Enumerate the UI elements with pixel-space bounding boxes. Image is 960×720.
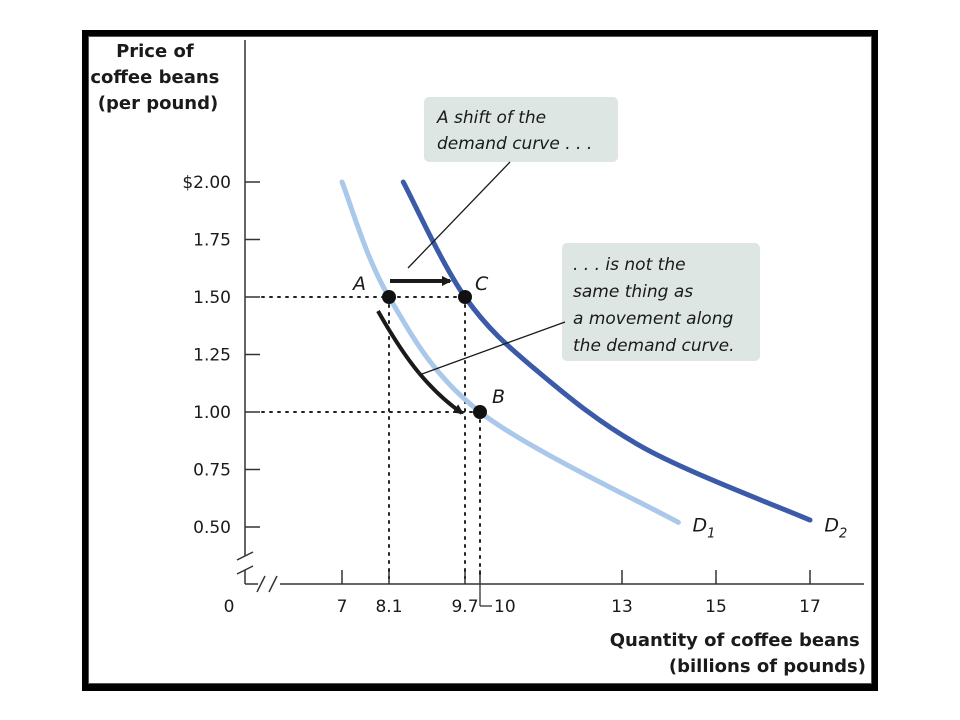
x-tick-label: 13: [611, 597, 633, 617]
curve-label-main: D: [693, 515, 708, 537]
y-tick-label: 1.50: [193, 288, 231, 308]
x-tick-label: 15: [705, 597, 727, 617]
callout-movement-line-3: a movement along: [573, 309, 733, 329]
x-tick-label: 17: [799, 597, 821, 617]
movement-arrow: [376, 310, 421, 375]
point-label-c: C: [475, 273, 489, 295]
callout-movement-box: [562, 243, 760, 361]
curve-label-subscript: 1: [707, 527, 715, 542]
point-b: [473, 405, 487, 419]
point-label-a: A: [351, 273, 366, 295]
demand-curve-d2: [400, 179, 813, 523]
y-axis-title-line-1: Price of: [116, 41, 194, 62]
origin-label: 0: [224, 597, 235, 617]
callout-shift-text: A shift of the demand curve . . .: [436, 108, 592, 154]
curve-label-main: D: [824, 515, 839, 537]
x-tick-label: 9.7: [451, 597, 478, 617]
callout-shift-line-2: demand curve . . .: [437, 134, 592, 154]
demand-curve-d1: [339, 179, 681, 525]
callout-shift-box: [424, 97, 618, 162]
callout-shift: A shift of the demand curve . . .: [407, 97, 618, 269]
x-axis-title: Quantity of coffee beans (billions of po…: [610, 630, 866, 677]
callout-shift-line-1: A shift of the: [436, 108, 546, 128]
point-a: [382, 290, 396, 304]
equilibrium-points: A C B: [351, 273, 505, 419]
y-tick-label: 0.50: [193, 518, 231, 538]
demand-curves: [339, 179, 813, 525]
y-axis-title-line-3: (per pound): [98, 93, 218, 114]
point-c: [458, 290, 472, 304]
y-axis-title: Price of coffee beans (per pound): [90, 41, 225, 114]
x-tick-label: 10: [494, 597, 516, 617]
x-tick-label: 8.1: [375, 597, 402, 617]
curve-label-d2: D2: [824, 515, 847, 542]
callout-movement-text: . . . is not the same thing as a movemen…: [573, 255, 739, 356]
curve-label-d1: D1: [693, 515, 716, 542]
callout-movement-line-1: . . . is not the: [573, 255, 686, 275]
y-axis-title-line-2: coffee beans: [90, 67, 219, 88]
y-tick-label: 1.00: [193, 403, 231, 423]
curve-label-subscript: 2: [839, 527, 847, 542]
x-axis-break: [256, 575, 278, 593]
point-label-b: B: [492, 386, 505, 408]
callout-movement-line-4: the demand curve.: [573, 336, 735, 356]
y-tick-label: 1.75: [193, 231, 231, 251]
callout-movement: . . . is not the same thing as a movemen…: [421, 243, 760, 375]
axis-ticks: $2.001.751.501.251.000.750.507 8.1 9.7 10 13…: [182, 173, 820, 617]
callout-movement-line-2: same thing as: [573, 282, 693, 302]
callout-movement-leader: [421, 321, 566, 375]
dotted-guides: [261, 296, 481, 579]
x-axis-title-line-1: Quantity of coffee beans: [610, 630, 860, 651]
callout-shift-leader: [407, 161, 511, 269]
y-tick-label: 0.75: [193, 461, 231, 481]
curve-labels: D1 D2: [693, 515, 848, 542]
movement-arrow-tail: [417, 371, 464, 415]
x-tick-label: 7: [337, 597, 348, 617]
y-tick-label: 1.25: [193, 346, 231, 366]
y-axis-break: [236, 551, 254, 575]
y-tick-label: $2.00: [182, 173, 231, 193]
x-axis-title-line-2: (billions of pounds): [669, 656, 866, 677]
